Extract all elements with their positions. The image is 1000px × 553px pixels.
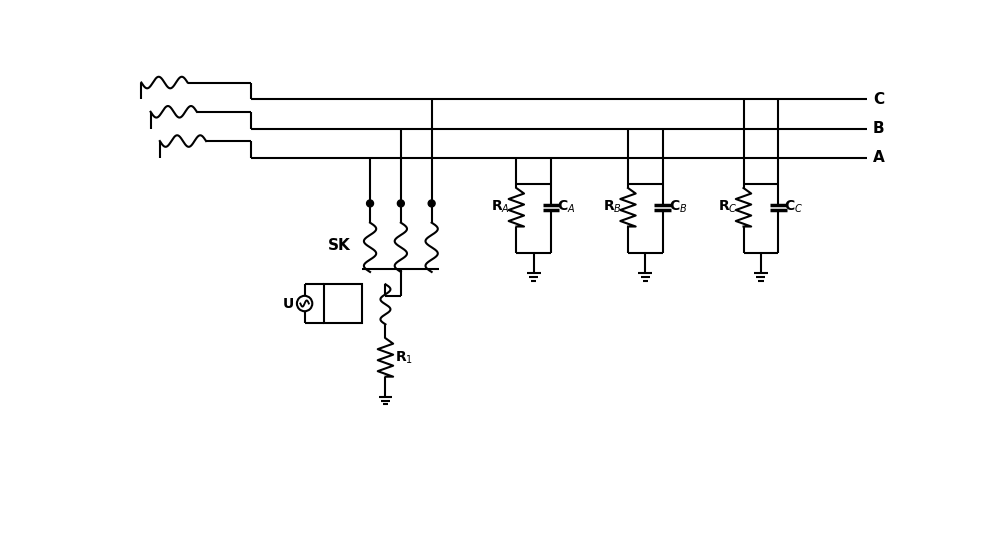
Text: B: B [873, 121, 884, 136]
Text: R$_C$: R$_C$ [718, 199, 737, 216]
Text: C$_C$: C$_C$ [784, 199, 803, 216]
Bar [324, 284, 362, 323]
Text: R$_A$: R$_A$ [491, 199, 510, 216]
Circle shape [367, 200, 374, 207]
Text: R$_B$: R$_B$ [603, 199, 622, 216]
Text: C$_A$: C$_A$ [557, 199, 575, 216]
Text: R$_1$: R$_1$ [395, 349, 414, 366]
Text: U: U [283, 296, 294, 311]
Text: SK: SK [328, 238, 351, 253]
Circle shape [397, 200, 404, 207]
Text: A: A [873, 150, 885, 165]
Text: C: C [873, 92, 884, 107]
Text: C$_B$: C$_B$ [669, 199, 687, 216]
Circle shape [428, 200, 435, 207]
